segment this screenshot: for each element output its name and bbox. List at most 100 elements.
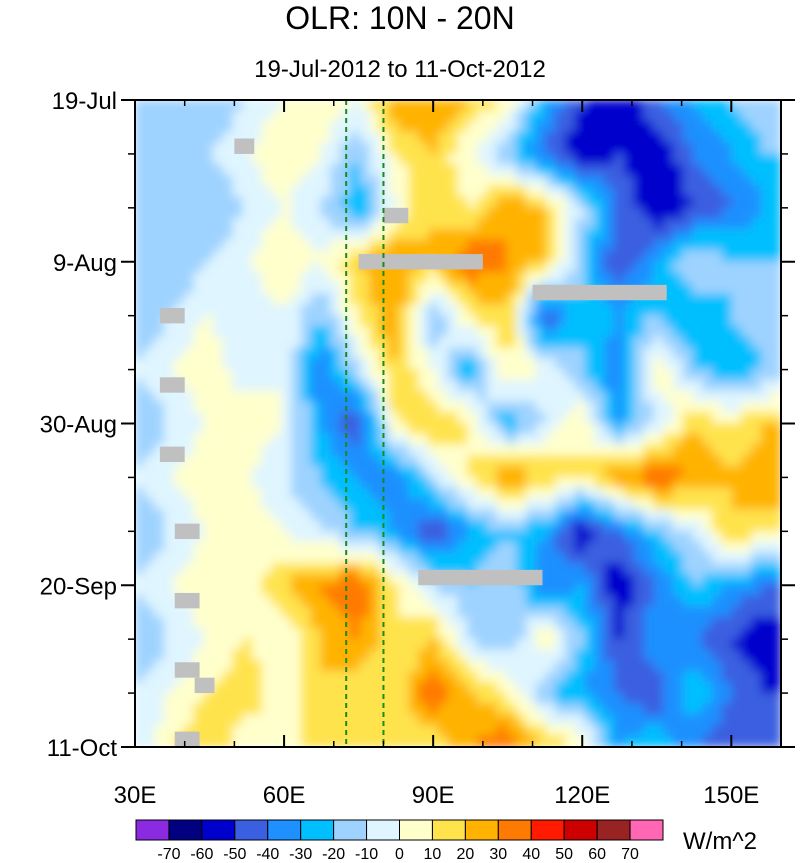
field-cell	[163, 563, 175, 575]
field-cell	[574, 681, 586, 694]
field-cell	[516, 131, 528, 144]
field-cell	[144, 466, 156, 478]
field-cell	[584, 423, 596, 435]
field-cell	[574, 671, 586, 683]
field-cell	[222, 401, 234, 414]
field-cell	[682, 520, 694, 532]
field-cell	[388, 196, 400, 209]
field-cell	[193, 423, 205, 435]
field-cell	[261, 369, 273, 381]
field-cell	[731, 347, 743, 360]
field-cell	[643, 509, 655, 522]
field-cell	[135, 196, 146, 209]
field-cell	[408, 530, 420, 543]
field-cell	[163, 121, 175, 133]
field-cell	[574, 563, 586, 575]
field-cell	[623, 379, 635, 392]
field-cell	[584, 714, 596, 726]
field-cell	[408, 153, 420, 166]
field-cell	[711, 487, 723, 500]
field-cell	[692, 617, 704, 629]
field-cell	[721, 714, 733, 726]
field-cell	[300, 681, 312, 694]
field-cell	[291, 541, 302, 554]
field-cell	[594, 196, 606, 209]
field-cell	[242, 358, 253, 371]
field-cell	[251, 228, 263, 241]
field-cell	[467, 131, 479, 144]
field-cell	[388, 282, 400, 295]
field-cell	[506, 272, 518, 284]
field-cell	[770, 239, 781, 252]
field-cell	[330, 261, 342, 274]
field-cell	[330, 606, 342, 619]
field-cell	[760, 100, 772, 112]
field-cell	[526, 207, 537, 220]
field-cell	[271, 735, 283, 747]
field-cell	[614, 100, 625, 112]
field-cell	[672, 379, 684, 392]
field-cell	[633, 185, 645, 198]
field-cell	[545, 196, 557, 209]
field-cell	[300, 164, 312, 176]
field-cell	[614, 347, 625, 360]
field-cell	[741, 595, 753, 608]
field-cell	[291, 347, 302, 360]
field-cell	[173, 174, 185, 187]
field-cell	[154, 282, 165, 295]
field-cell	[486, 261, 498, 274]
field-cell	[574, 315, 586, 327]
field-cell	[711, 261, 723, 274]
field-cell	[535, 617, 547, 629]
field-cell	[467, 272, 479, 284]
field-cell	[770, 681, 781, 694]
field-cell	[711, 541, 723, 554]
field-cell	[271, 714, 283, 726]
field-cell	[281, 207, 293, 220]
field-cell	[349, 617, 361, 629]
field-cell	[349, 563, 361, 575]
field-cell	[222, 649, 234, 662]
field-cell	[516, 142, 528, 155]
field-cell	[584, 520, 596, 532]
field-cell	[271, 584, 283, 597]
field-cell	[330, 110, 342, 123]
field-cell	[183, 207, 195, 220]
field-cell	[702, 100, 713, 112]
field-cell	[545, 595, 557, 608]
field-cell	[261, 239, 273, 252]
field-cell	[535, 606, 547, 619]
field-cell	[340, 315, 351, 327]
field-cell	[212, 433, 224, 446]
field-cell	[682, 196, 694, 209]
field-cell	[663, 100, 674, 112]
field-cell	[310, 681, 322, 694]
field-cell	[251, 174, 263, 187]
field-cell	[251, 476, 263, 489]
field-cell	[467, 218, 479, 230]
field-cell	[663, 164, 674, 176]
field-cell	[173, 703, 185, 716]
field-cell	[359, 476, 371, 489]
field-cell	[506, 164, 518, 176]
field-cell	[672, 714, 684, 726]
field-cell	[516, 520, 528, 532]
field-cell	[379, 573, 390, 586]
field-cell	[203, 164, 214, 176]
field-cell	[516, 627, 528, 640]
field-cell	[359, 573, 371, 586]
field-cell	[300, 627, 312, 640]
field-cell	[623, 498, 635, 511]
field-cell	[663, 390, 674, 403]
field-cell	[467, 164, 479, 176]
field-cell	[154, 207, 165, 220]
field-cell	[242, 552, 253, 565]
field-cell	[535, 347, 547, 360]
field-cell	[633, 455, 645, 468]
field-cell	[623, 261, 635, 274]
field-cell	[144, 487, 156, 500]
field-cell	[751, 100, 762, 112]
field-cell	[496, 692, 508, 705]
field-cell	[242, 724, 253, 737]
field-cell	[388, 185, 400, 198]
